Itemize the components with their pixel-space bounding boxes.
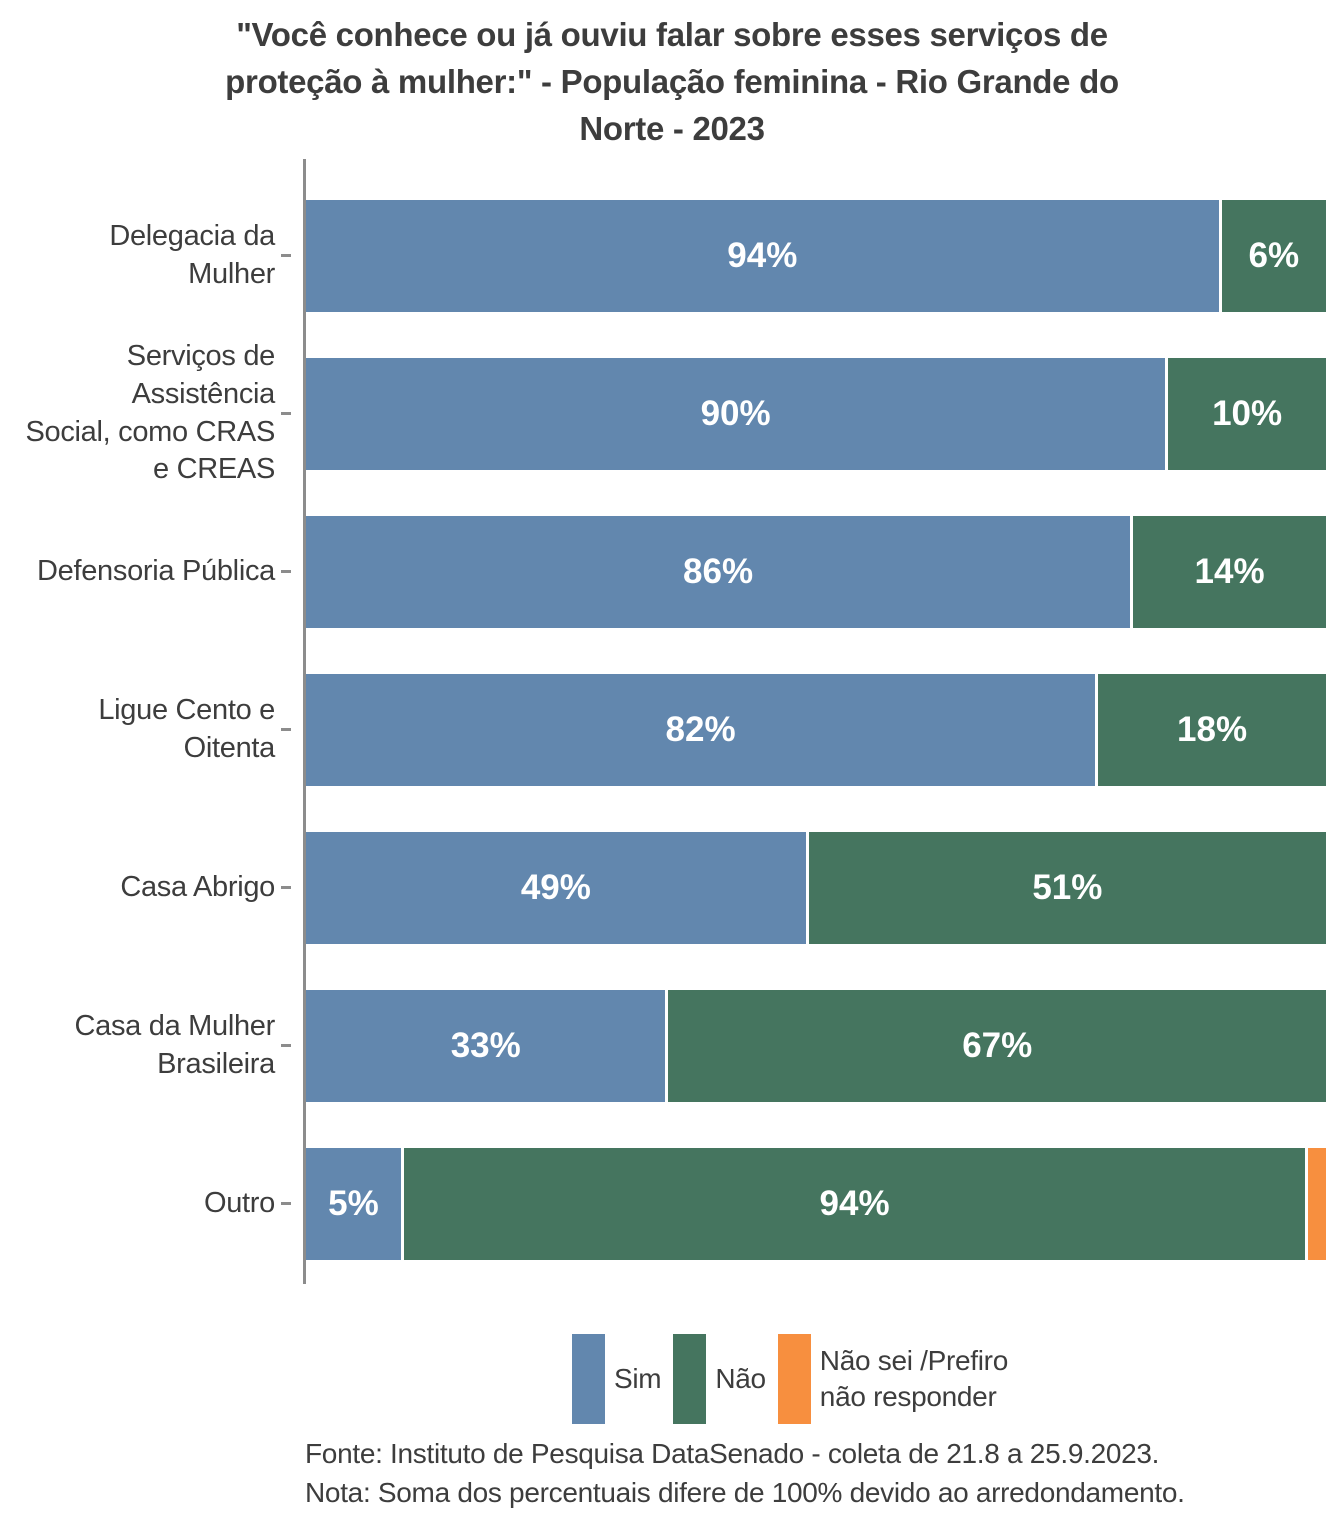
bar-value-label: 10%	[1212, 393, 1283, 433]
bar-segment-n-o: 67%	[668, 989, 1326, 1102]
chart-area: Delegacia da Mulher 94% 6% Serviços de Assist…	[0, 158, 1344, 1284]
bar-value-label: 14%	[1194, 551, 1265, 591]
chart-title-line: Norte - 2023	[579, 109, 765, 147]
legend-item: Sim	[572, 1333, 662, 1424]
bar-row: Serviços de Assistência Social, como CRAS e…	[0, 335, 1344, 493]
bar-value-label: 18%	[1177, 709, 1248, 749]
bar-track: 86% 14%	[281, 515, 1326, 628]
bar-value-label: 33%	[450, 1025, 521, 1065]
bar-track: 94% 6%	[281, 199, 1326, 312]
bar-track: 82% 18%	[281, 673, 1326, 786]
category-label: Outro	[203, 1186, 275, 1219]
axis-tick	[281, 569, 291, 573]
bar-track: 49% 51%	[281, 831, 1326, 944]
bar-rows: Delegacia da Mulher 94% 6% Serviços de Assist…	[0, 159, 1344, 1283]
bar-segment-n-o: 51%	[808, 831, 1326, 944]
bar-value-label: 86%	[683, 551, 754, 591]
bar-segment-n-o: 18%	[1098, 673, 1326, 786]
stacked-bar: 86% 14%	[306, 515, 1326, 628]
bar-row: Casa Abrigo 49% 51%	[0, 809, 1344, 967]
legend-label: Não	[715, 1362, 766, 1394]
category-label: Casa da Mulher Brasileira	[74, 1009, 275, 1080]
bar-value-label: 82%	[665, 709, 736, 749]
chart-title: "Você conhece ou já ouviu falar sobre es…	[0, 0, 1344, 153]
bar-value-label: 51%	[1032, 867, 1103, 907]
rounding-note: Nota: Soma dos percentuais difere de 100…	[305, 1476, 1185, 1508]
bar-segment-n-o: 94%	[403, 1147, 1306, 1260]
bar-segment-n-o-sei-prefiro-n-o-responder	[1308, 1147, 1326, 1260]
category-label: Casa Abrigo	[120, 870, 275, 903]
bar-value-label: 67%	[962, 1025, 1033, 1065]
source-note: Fonte: Instituto de Pesquisa DataSenado …	[305, 1437, 1160, 1469]
category-label: Ligue Cento e Oitenta	[98, 693, 275, 764]
bar-value-label: 94%	[819, 1183, 890, 1223]
axis-tick	[281, 411, 291, 415]
legend-item: Não	[673, 1333, 766, 1424]
bar-segment-sim: 49%	[306, 831, 806, 944]
bar-segment-n-o: 6%	[1221, 199, 1326, 312]
y-axis-line	[303, 158, 306, 1284]
category-label: Delegacia da Mulher	[109, 219, 275, 290]
bar-value-label: 5%	[328, 1183, 379, 1223]
bar-row: Delegacia da Mulher 94% 6%	[0, 177, 1344, 335]
bar-value-label: 94%	[727, 235, 798, 275]
stacked-bar: 33% 67%	[306, 989, 1326, 1102]
stacked-bar: 49% 51%	[306, 831, 1326, 944]
bar-row: Ligue Cento e Oitenta 82% 18%	[0, 651, 1344, 809]
axis-tick	[281, 727, 291, 731]
bar-track: 5% 94%	[281, 1147, 1326, 1260]
category-label: Serviços de Assistência Social, como CRAS e…	[25, 340, 275, 486]
bar-segment-n-o: 14%	[1133, 515, 1326, 628]
bar-value-label: 90%	[700, 393, 771, 433]
bar-segment-sim: 33%	[306, 989, 666, 1102]
stacked-bar: 90% 10%	[306, 357, 1326, 470]
bar-track: 90% 10%	[281, 357, 1326, 470]
axis-tick	[281, 1043, 291, 1047]
bar-value-label: 6%	[1248, 235, 1300, 275]
legend-label: Não sei /Prefiro não responder	[819, 1344, 1008, 1412]
legend-swatch	[673, 1333, 707, 1424]
bar-value-label: 49%	[520, 867, 591, 907]
category-label: Defensoria Pública	[36, 554, 275, 587]
bar-segment-sim: 86%	[306, 515, 1131, 628]
stacked-bar: 82% 18%	[306, 673, 1326, 786]
bar-row: Outro 5% 94%	[0, 1125, 1344, 1283]
legend: Sim Não Não sei /Prefiro não responder	[572, 1333, 1344, 1424]
footer: Fonte: Instituto de Pesquisa DataSenado …	[305, 1434, 1344, 1512]
legend-swatch	[572, 1333, 605, 1424]
bar-segment-sim: 90%	[306, 357, 1166, 470]
bar-segment-sim: 5%	[306, 1147, 401, 1260]
chart-title-line: "Você conhece ou já ouviu falar sobre es…	[236, 16, 1108, 53]
bar-row: Defensoria Pública 86% 14%	[0, 493, 1344, 651]
stacked-bar: 5% 94%	[306, 1147, 1326, 1260]
bar-segment-n-o: 10%	[1168, 357, 1326, 470]
chart-title-line: proteção à mulher:" - População feminina…	[225, 62, 1119, 100]
axis-tick	[281, 253, 291, 257]
legend-label: Sim	[614, 1362, 662, 1394]
axis-tick	[281, 1201, 291, 1205]
legend-item: Não sei /Prefiro não responder	[777, 1333, 1020, 1424]
legend-swatch	[777, 1333, 811, 1424]
bar-track: 33% 67%	[281, 989, 1326, 1102]
bar-segment-sim: 94%	[306, 199, 1219, 312]
bar-row: Casa da Mulher Brasileira 33% 67%	[0, 967, 1344, 1125]
bar-segment-sim: 82%	[306, 673, 1096, 786]
axis-tick	[281, 885, 291, 889]
stacked-bar: 94% 6%	[306, 199, 1326, 312]
